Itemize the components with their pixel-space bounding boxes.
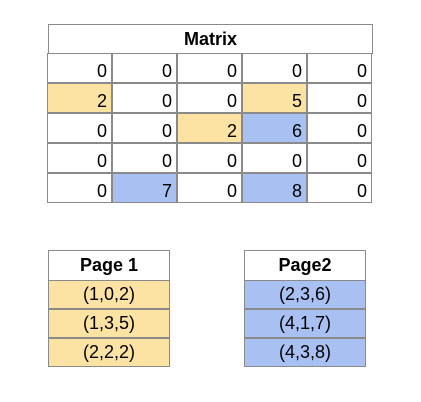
matrix-cell: 0 — [177, 143, 242, 173]
matrix-cell: 0 — [47, 173, 112, 203]
matrix-row: 2 0 0 5 0 — [47, 83, 373, 113]
page1-entry: (1,3,5) — [48, 309, 170, 338]
matrix-cell: 0 — [47, 113, 112, 143]
matrix-cell: 0 — [112, 53, 177, 83]
matrix-cell: 0 — [47, 53, 112, 83]
matrix-cell: 0 — [177, 53, 242, 83]
matrix-cell: 0 — [112, 143, 177, 173]
matrix-cell: 6 — [242, 113, 307, 143]
matrix-cell: 0 — [177, 173, 242, 203]
page2-table: Page2 (2,3,6) (4,1,7) (4,3,8) — [244, 250, 366, 369]
matrix-row: 0 7 0 8 0 — [47, 173, 373, 203]
matrix-cell: 0 — [242, 143, 307, 173]
matrix-cell: 0 — [307, 53, 372, 83]
matrix-cell: 0 — [112, 83, 177, 113]
matrix-cell: 0 — [112, 113, 177, 143]
matrix-cell: 0 — [47, 143, 112, 173]
matrix-cell: 0 — [307, 83, 372, 113]
matrix-cell: 0 — [307, 113, 372, 143]
matrix-row: 0 0 0 0 0 — [47, 53, 373, 83]
page1-entry: (1,0,2) — [48, 280, 170, 309]
matrix-cell: 5 — [242, 83, 307, 113]
matrix-table: Matrix 0 0 0 0 0 2 0 0 5 0 0 0 2 6 0 0 0… — [47, 24, 373, 204]
page2-title: Page2 — [244, 250, 366, 281]
matrix-title: Matrix — [48, 24, 373, 54]
matrix-cell: 2 — [177, 113, 242, 143]
page2-entry: (4,1,7) — [244, 309, 366, 338]
matrix-cell: 8 — [242, 173, 307, 203]
matrix-cell: 2 — [47, 83, 112, 113]
page1-entry: (2,2,2) — [48, 338, 170, 367]
page1-table: Page 1 (1,0,2) (1,3,5) (2,2,2) — [48, 250, 170, 369]
page2-entry: (2,3,6) — [244, 280, 366, 309]
page1-title: Page 1 — [48, 250, 170, 281]
matrix-cell: 0 — [177, 83, 242, 113]
page2-entry: (4,3,8) — [244, 338, 366, 367]
matrix-cell: 7 — [112, 173, 177, 203]
matrix-row: 0 0 2 6 0 — [47, 113, 373, 143]
matrix-row: 0 0 0 0 0 — [47, 143, 373, 173]
matrix-grid: 0 0 0 0 0 2 0 0 5 0 0 0 2 6 0 0 0 0 0 0 — [47, 53, 373, 204]
matrix-cell: 0 — [307, 173, 372, 203]
matrix-cell: 0 — [307, 143, 372, 173]
matrix-cell: 0 — [242, 53, 307, 83]
